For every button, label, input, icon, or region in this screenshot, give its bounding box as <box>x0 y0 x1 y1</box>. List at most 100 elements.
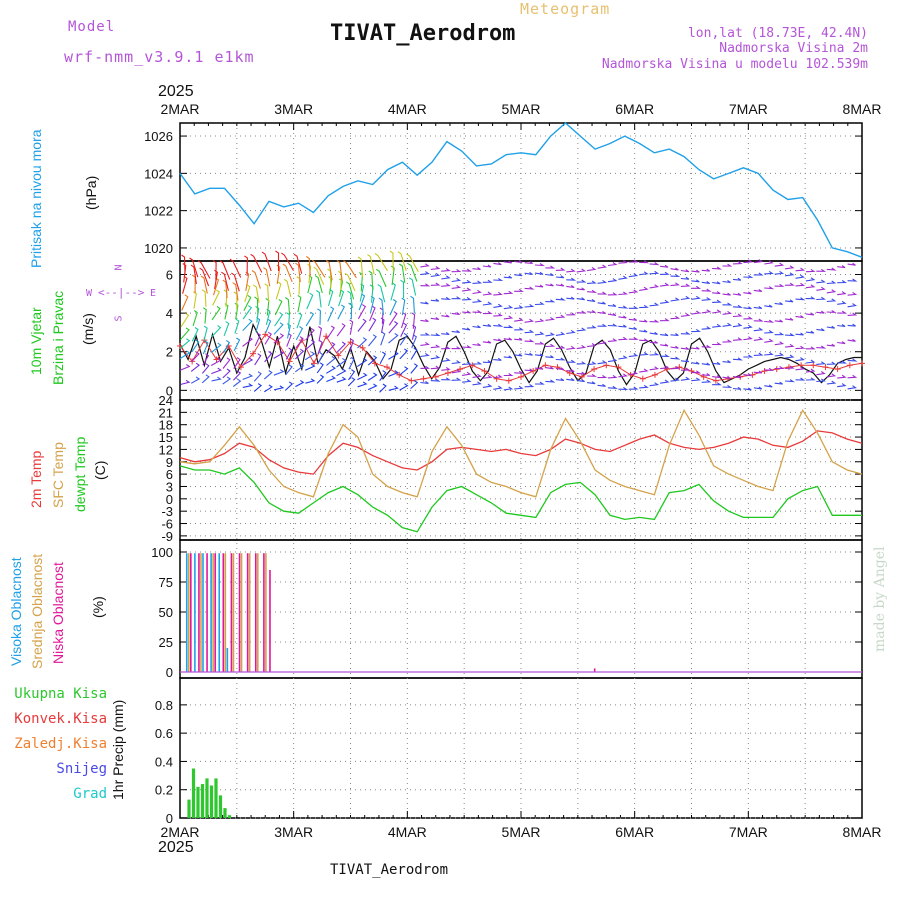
wind-arrow <box>587 343 597 348</box>
wind-arrow <box>203 325 208 341</box>
wind-arrow <box>660 264 669 268</box>
wind-arrow <box>514 327 524 331</box>
wind-arrow <box>304 351 316 361</box>
wind-arrow <box>680 331 691 335</box>
wind-arrow <box>764 338 774 343</box>
wind-arrow <box>493 262 502 266</box>
wind-mean-marker <box>262 331 269 338</box>
wind-arrow <box>211 306 221 321</box>
wind-arrow <box>222 376 232 385</box>
y-tick-label-3: 50 <box>159 605 173 620</box>
wind-arrow <box>639 338 650 342</box>
wind-arrow <box>399 366 409 376</box>
wind-arrow <box>514 385 524 390</box>
wind-arrow <box>670 333 679 337</box>
wind-arrow <box>242 357 254 366</box>
wind-arrow <box>336 260 343 281</box>
wind-arrow <box>441 332 450 336</box>
wind-arrow <box>587 289 598 294</box>
wind-speed-line <box>179 323 862 386</box>
wind-mean-marker <box>773 366 780 373</box>
wind-arrow <box>691 295 701 300</box>
year-bottom: 2025 <box>158 839 194 856</box>
wind-arrow <box>214 269 219 290</box>
wind-mean-marker <box>542 362 549 369</box>
wind-arrow <box>462 327 471 331</box>
wind-arrow <box>317 308 321 325</box>
wind-arrow <box>534 284 544 288</box>
wind-arrow <box>597 264 607 269</box>
wind-mean-marker <box>505 377 512 384</box>
wind-arrow <box>659 271 670 275</box>
wind-arrow <box>628 336 639 340</box>
precip-bar <box>227 815 232 818</box>
wind-arrow <box>701 309 712 314</box>
wind-arrow <box>234 318 240 334</box>
wind-arrow <box>545 332 555 337</box>
wind-arrow <box>253 383 263 392</box>
wind-arrow <box>649 382 660 387</box>
wind-arrow <box>420 380 429 384</box>
lonlat-text: lon,lat (18.73E, 42.4N) <box>687 26 868 41</box>
wind-arrow <box>179 327 190 341</box>
wind-arrow <box>826 343 836 347</box>
wind-arrow <box>316 374 325 384</box>
y-tick-label-2: 12 <box>159 442 173 457</box>
wind-arrow <box>816 286 826 291</box>
chart-title: TIVAT_Aerodrom <box>330 21 516 46</box>
wind-arrow <box>691 377 701 382</box>
wind-arrow <box>327 306 335 322</box>
wind-arrow <box>680 359 690 363</box>
precip-bar <box>209 785 214 818</box>
wind-arrow <box>649 262 660 266</box>
wind-arrow <box>191 327 199 342</box>
wind-arrow <box>264 331 272 345</box>
wind-arrow <box>441 346 451 350</box>
wind-arrow <box>482 374 493 379</box>
wind-arrow <box>566 285 575 289</box>
wind-arrow <box>753 318 764 322</box>
wind-arrow <box>743 274 754 279</box>
wind-arrow <box>293 253 303 274</box>
wind-arrow <box>545 299 556 303</box>
y-tick-label-2: 21 <box>159 405 173 420</box>
y-tick-label-2: -3 <box>161 504 173 519</box>
wind-arrow <box>712 309 722 314</box>
wind-arrow <box>753 259 764 264</box>
wind-mean-marker <box>761 368 768 375</box>
wind-arrow <box>388 311 398 326</box>
y-tick-label-2: -9 <box>161 529 173 544</box>
wind-arrow <box>743 316 754 320</box>
wind-arrow <box>576 379 585 383</box>
wind-arrow <box>837 291 847 296</box>
wind-arrow <box>587 280 597 284</box>
wind-arrow <box>555 283 565 287</box>
wind-arrow <box>774 302 783 306</box>
wind-arrow <box>390 265 395 285</box>
wind-arrow <box>263 370 273 380</box>
wind-arrow <box>566 329 576 335</box>
wind-arrow <box>514 273 523 277</box>
wind-arrow <box>336 368 347 377</box>
wind-arrow <box>691 279 700 283</box>
wind-arrow <box>649 319 660 323</box>
wind-arrow <box>524 261 533 265</box>
wind-arrow <box>691 361 700 365</box>
wind-arrow <box>545 265 556 269</box>
wind-arrow <box>286 332 292 347</box>
wind-arrow <box>680 367 691 371</box>
wind-arrow <box>514 337 523 341</box>
wind-arrow <box>441 366 451 371</box>
wind-arrow <box>587 298 596 302</box>
wind-arrow <box>297 294 302 313</box>
wind-arrow <box>212 260 217 281</box>
wind-arrow <box>545 379 556 383</box>
wind-arrow <box>639 260 650 264</box>
wind-arrow <box>462 310 471 314</box>
wind-arrow <box>472 309 483 314</box>
legend-snijeg: Snijeg <box>56 761 107 777</box>
wind-arrow <box>472 289 482 295</box>
wind-arrow <box>451 269 462 273</box>
wind-arrow <box>210 357 222 366</box>
wind-arrow <box>305 378 316 384</box>
